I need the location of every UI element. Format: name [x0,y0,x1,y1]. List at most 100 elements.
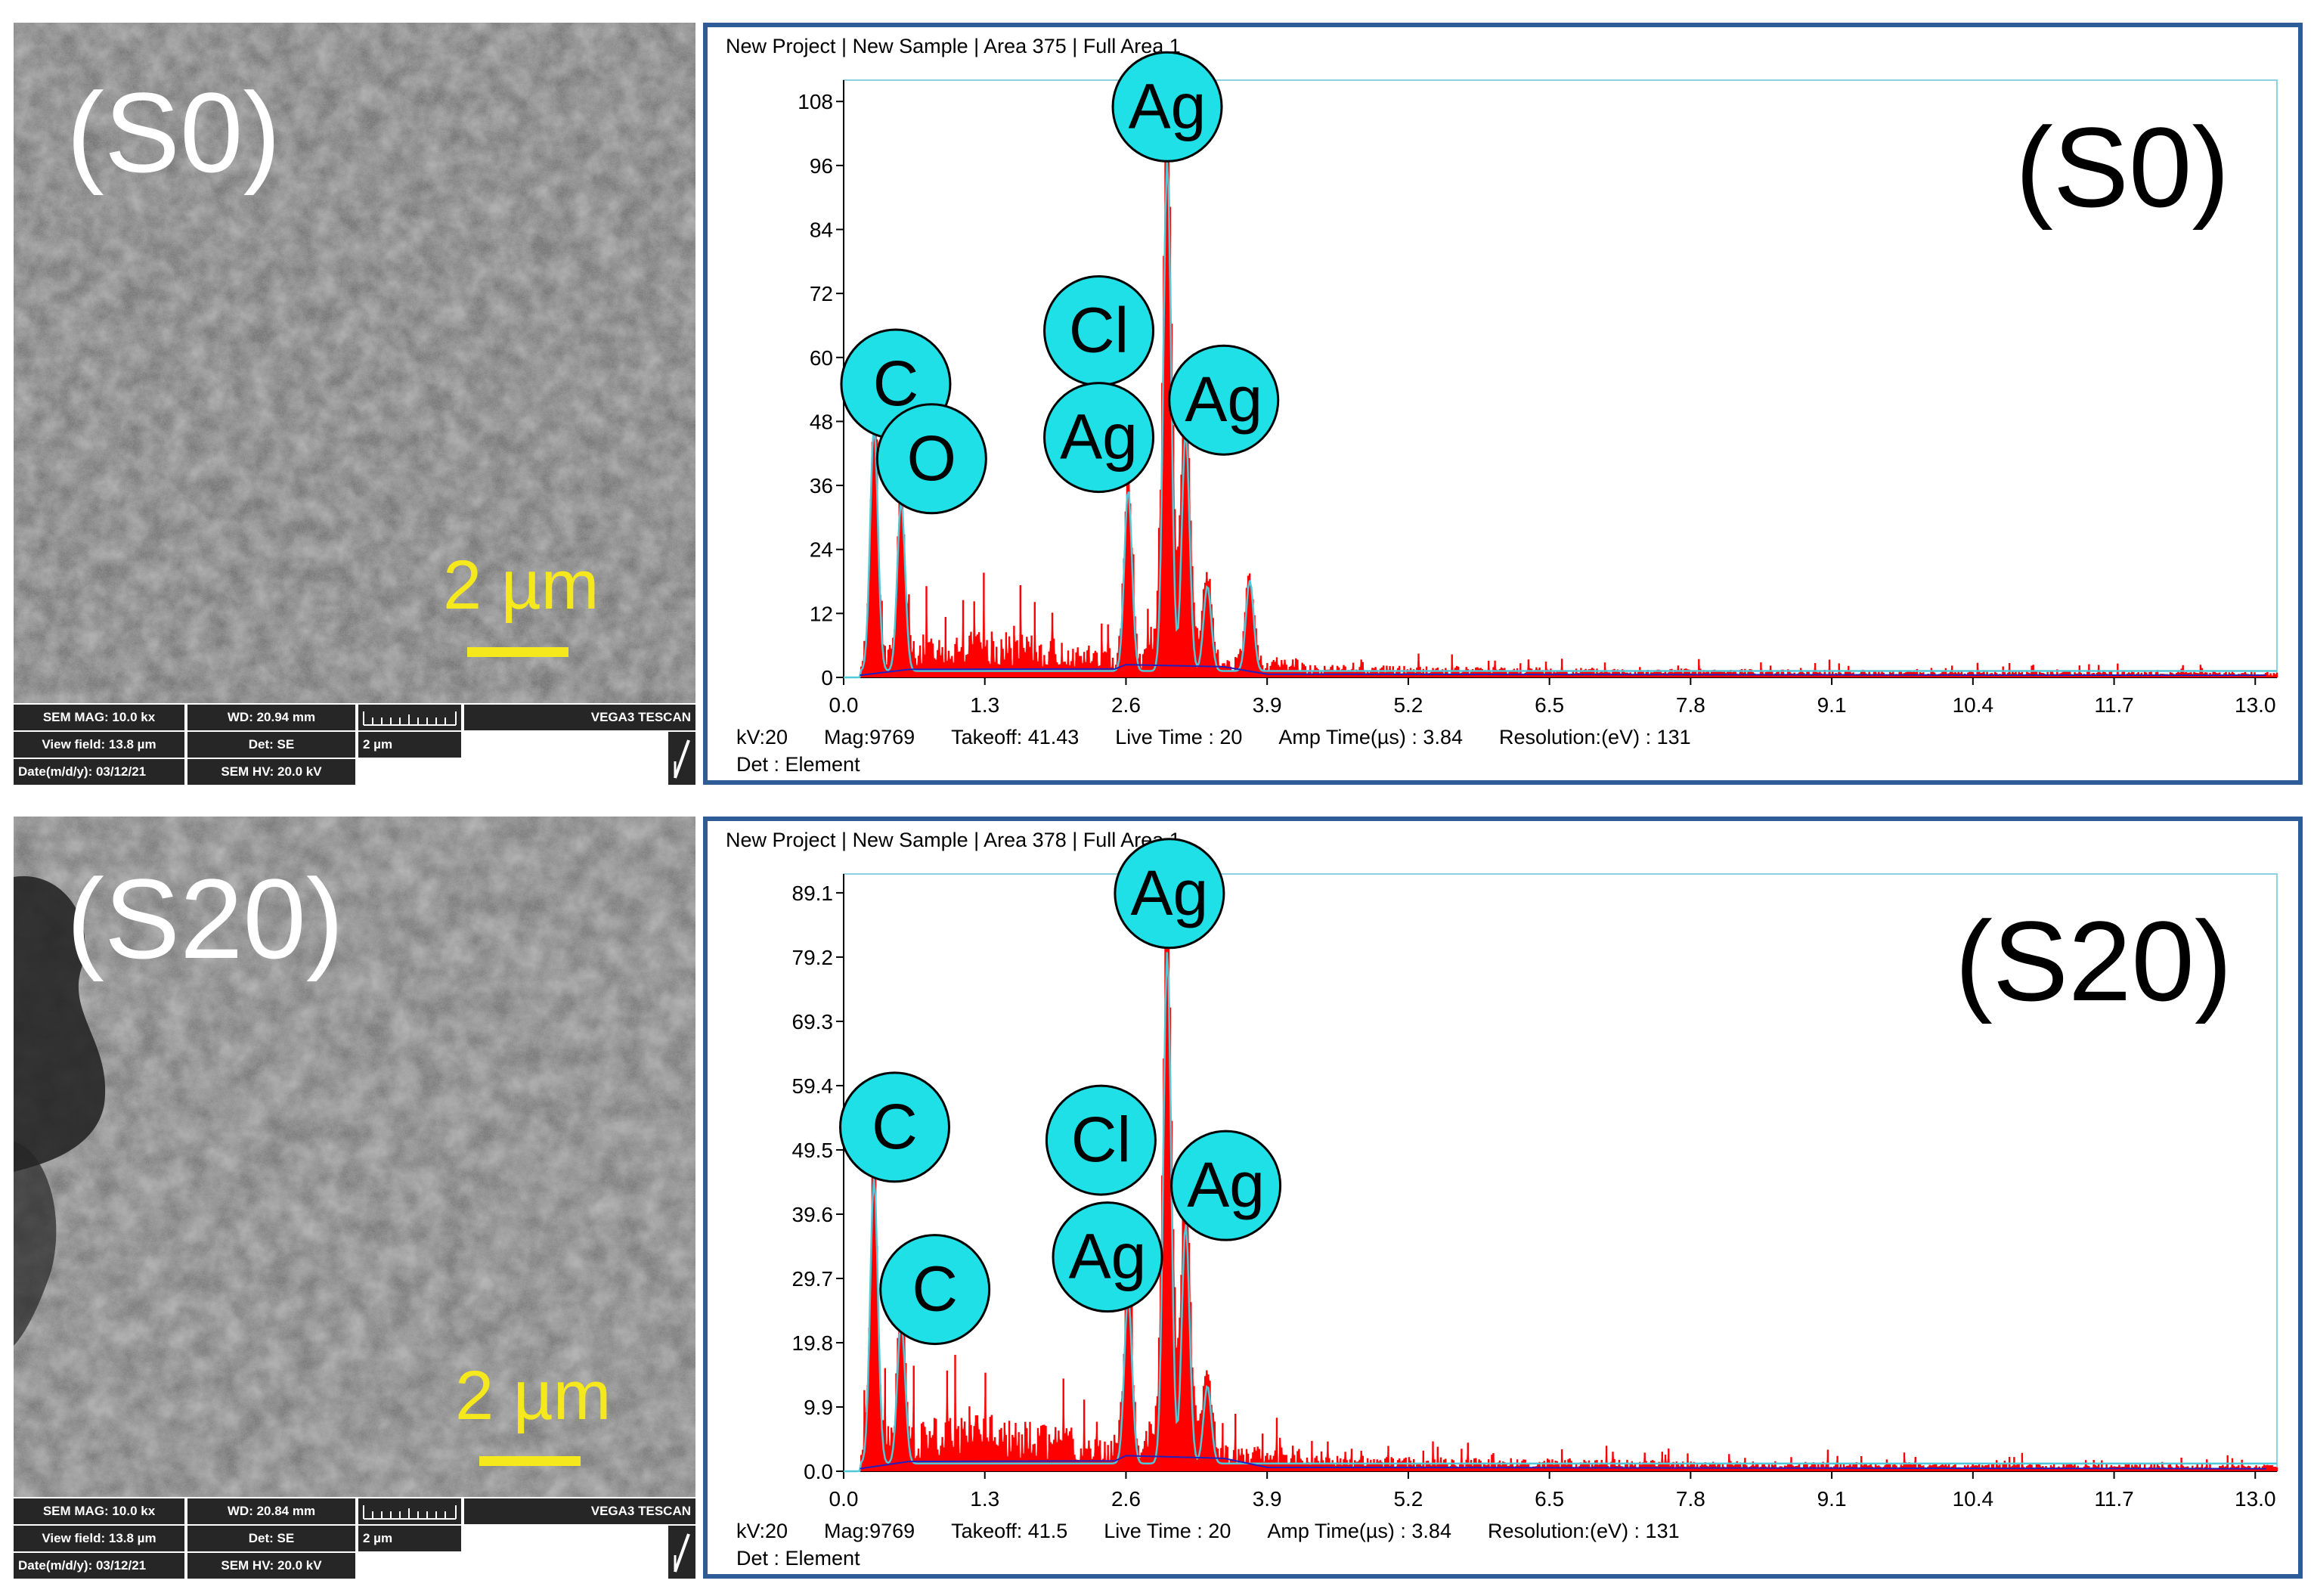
x-tick-label: 6.5 [1535,693,1564,717]
footer-mag: Mag:9769 [824,1520,915,1542]
element-label-cl: Cl [1045,1084,1157,1196]
footer-live: Live Time : 20 [1104,1520,1231,1542]
tescan-logo-icon [668,1526,695,1579]
x-tick-label: 11.7 [2094,1487,2133,1511]
y-tick-label: 79.2 [792,946,834,969]
sem-sample-label: (S0) [67,69,281,196]
x-tick-label: 5.2 [1393,693,1423,717]
footer-kv: kV:20 [736,1520,788,1542]
x-tick-label: 9.1 [1817,693,1847,717]
info-wd: WD: 20.94 mm [187,705,355,730]
element-symbol: Cl [1069,295,1129,366]
sem-sample-label: (S20) [67,855,344,982]
info-ruler-cell [358,705,461,730]
info-wd: WD: 20.84 mm [187,1498,355,1524]
scale-ruler-icon [363,1505,457,1520]
tescan-logo-icon [668,732,695,785]
element-symbol: Ag [1185,364,1262,435]
eds-header: New Project | New Sample | Area 375 | Fu… [726,35,1181,57]
element-label-ag: Ag [1043,382,1155,494]
x-tick-label: 7.8 [1676,693,1705,717]
element-symbol: Ag [1131,857,1209,928]
y-tick-label: 60 [810,346,833,370]
y-tick-label: 39.6 [792,1203,834,1226]
eds-sample-label: (S20) [1955,897,2232,1024]
element-symbol: O [907,423,956,494]
info-brand: VEGA3 TESCAN [464,1498,695,1524]
info-hv: SEM HV: 20.0 kV [187,1553,355,1579]
footer-res: Resolution:(eV) : 131 [1498,726,1691,748]
element-label-ag: Ag [1052,1201,1163,1313]
eds-spectrum-panel: New Project | New Sample | Area 378 | Fu… [703,817,2303,1579]
y-tick-label: 12 [810,602,833,625]
y-tick-label: 96 [810,154,833,178]
x-tick-label: 1.3 [970,1487,999,1511]
sem-image: (S20) 2 µm SEM MAG: 10.0 kx WD: 20.84 mm [14,817,695,1579]
info-brand: VEGA3 TESCAN [464,705,695,730]
y-tick-label: 0.0 [804,1460,833,1483]
footer-kv: kV:20 [736,726,788,748]
eds-plot: 0.0 9.9 19.8 29.7 39.6 49.5 59.4 69.3 79.2 89.1 0.… [792,838,2278,1511]
sem-info-bar: SEM MAG: 10.0 kx WD: 20.94 mm [14,703,695,785]
sem-info-bar: SEM MAG: 10.0 kx WD: 20.84 mm [14,1497,695,1579]
y-tick-label: 108 [798,90,833,113]
eds-footer: kV:20 Mag:9769 Takeoff: 41.5 Live Time : 20… [736,1520,1716,1543]
info-date: Date(m/d/y): 03/12/21 [14,1553,184,1579]
scale-bar-label: 2 µm [443,547,599,624]
x-tick-label: 3.9 [1253,693,1282,717]
y-tick-label: 89.1 [792,882,834,905]
element-symbol: Ag [1060,401,1138,473]
y-tick-label: 19.8 [792,1331,834,1355]
background-fit-line [860,1455,2266,1470]
footer-takeoff: Takeoff: 41.43 [951,726,1080,748]
row-s0: (S0) 2 µm SEM MAG: 10.0 kx WD: 20.94 mm [14,23,2303,785]
info-hv: SEM HV: 20.0 kV [187,759,355,785]
element-symbol: Cl [1071,1104,1131,1175]
element-label-ag: Ag [1111,51,1223,163]
x-tick-label: 0.0 [829,1487,859,1511]
footer-amp: Amp Time(µs) : 3.84 [1278,726,1463,748]
x-tick-label: 0.0 [829,693,859,717]
spectrum-envelope [844,160,2277,679]
x-tick-label: 10.4 [1953,1487,1994,1511]
background-fit-line [860,664,2266,677]
info-scale: 2 µm [358,732,461,758]
x-tick-label: 2.6 [1111,1487,1141,1511]
y-tick-label: 29.7 [792,1267,834,1291]
element-bubble [879,1234,991,1346]
y-tick-label: 69.3 [792,1010,834,1034]
element-bubble [1111,51,1223,163]
info-det: Det: SE [187,732,355,758]
element-symbol: Ag [1069,1221,1147,1292]
row-s20: (S20) 2 µm SEM MAG: 10.0 kx WD: 20.84 mm [0,801,2314,1596]
element-bubble [1045,1084,1157,1196]
element-label-ag: Ag [1168,344,1280,456]
info-view-field: View field: 13.8 µm [14,1526,184,1551]
footer-live: Live Time : 20 [1115,726,1243,748]
footer-res: Resolution:(eV) : 131 [1487,1520,1680,1542]
eds-footer-det: Det : Element [736,1547,860,1570]
info-ruler-cell [358,1498,461,1524]
element-bubble [1170,1130,1282,1241]
footer-amp: Amp Time(µs) : 3.84 [1267,1520,1451,1542]
eds-spectrum-panel: New Project | New Sample | Area 375 | Fu… [703,23,2303,785]
x-tick-label: 11.7 [2094,693,2133,717]
element-bubble [1168,344,1280,456]
footer-mag: Mag:9769 [824,726,915,748]
info-scale: 2 µm [358,1526,461,1551]
y-tick-label: 48 [810,410,833,433]
x-tick-label: 13.0 [2235,693,2276,717]
info-mag: SEM MAG: 10.0 kx [14,705,184,730]
x-tick-label: 9.1 [1817,1487,1847,1511]
spectrum-envelope [844,952,2277,1473]
element-label-ag: Ag [1170,1130,1282,1241]
x-tick-label: 6.5 [1535,1487,1564,1511]
x-tick-label: 5.2 [1393,1487,1423,1511]
element-bubble [875,403,987,515]
info-tagline: Performance in nanospace [488,765,653,779]
element-label-o: O [875,403,987,515]
scale-bar [479,1456,581,1466]
info-tagline: Performance in nanospace [488,1559,653,1573]
x-tick-label: 13.0 [2235,1487,2276,1511]
y-tick-label: 24 [810,538,833,562]
